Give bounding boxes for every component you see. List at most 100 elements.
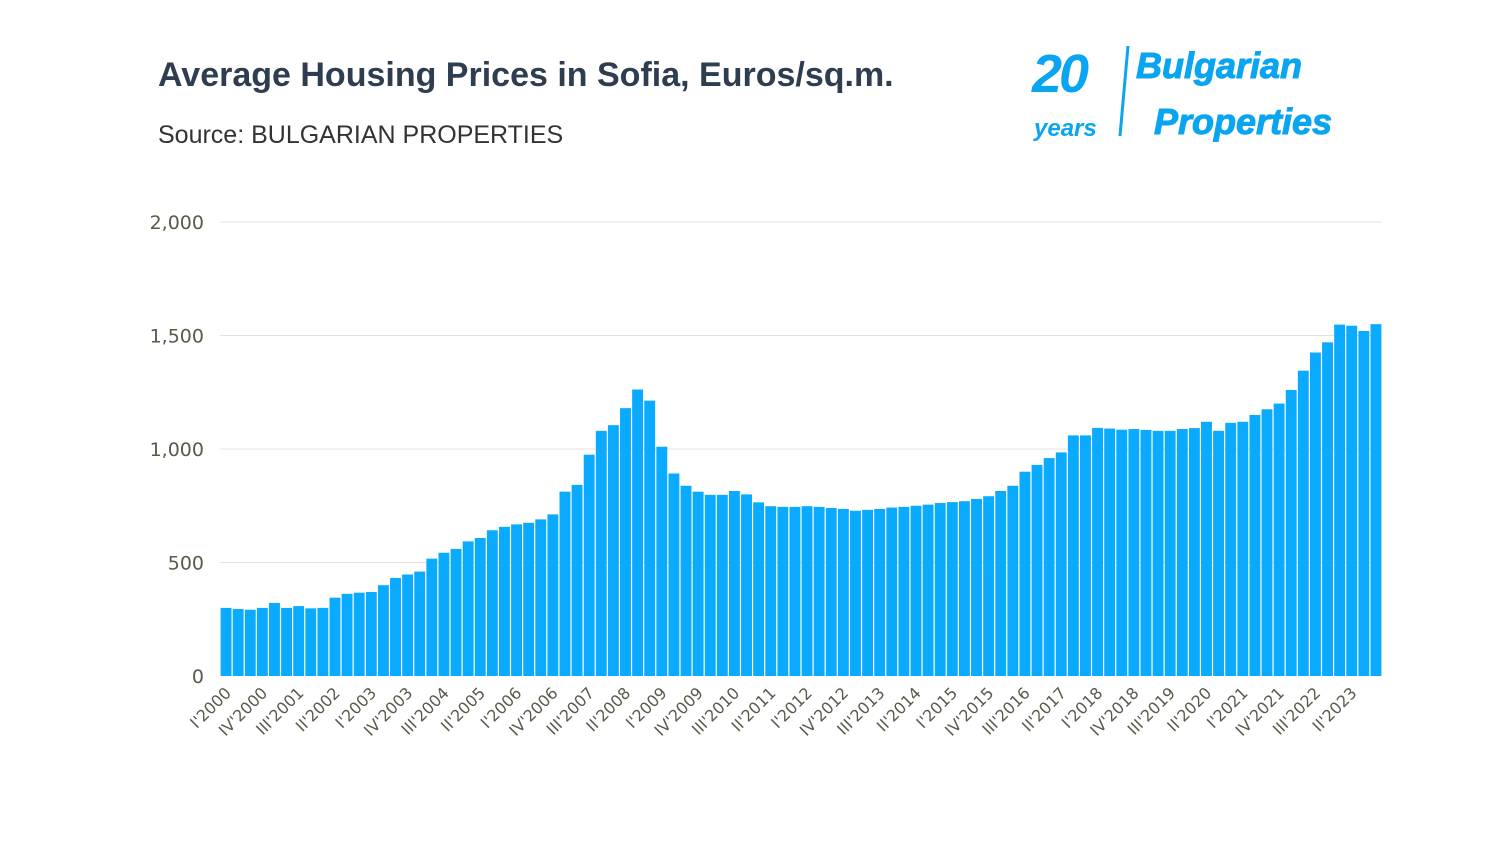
bar-I'2008: [607, 425, 619, 676]
y-tick-label: 0: [192, 666, 204, 688]
bar-III'2007: [583, 454, 595, 676]
bar-II'2018: [1104, 428, 1116, 676]
bar-IV'2019: [1176, 429, 1188, 676]
bar-II'2010: [716, 494, 728, 676]
bar-IV'2016: [1031, 464, 1043, 676]
bar-I'2018: [1092, 427, 1104, 676]
bar-IV'2010: [741, 494, 752, 676]
bar-I'2010: [704, 494, 716, 676]
bar-II'2002: [329, 597, 341, 676]
bar-II'2011: [765, 506, 777, 676]
bar-II'2019: [1152, 430, 1164, 676]
bar-IV'2005: [498, 526, 510, 676]
bar-IV'2011: [789, 506, 801, 676]
bar-III'2013: [874, 508, 886, 676]
bar-IV'2022: [1322, 342, 1333, 676]
bar-IV'2017: [1079, 435, 1091, 676]
bar-I'2006: [511, 524, 523, 676]
bar-I'2009: [656, 446, 668, 676]
bar-II'2022: [1297, 370, 1309, 676]
bar-III'2000: [244, 609, 256, 676]
bar-III'2023: [1358, 330, 1370, 676]
bar-I'2022: [1285, 389, 1297, 676]
logo-20: 20: [1031, 44, 1089, 104]
bar-I'2002: [317, 607, 329, 676]
bar-III'2005: [486, 530, 498, 676]
bar-III'2021: [1261, 409, 1273, 676]
bar-II'2012: [813, 506, 825, 676]
bar-I'2019: [1140, 429, 1152, 676]
bar-I'2011: [753, 502, 765, 676]
bar-II'2000: [232, 609, 244, 676]
bar-II'2005: [474, 537, 486, 676]
bar-III'2009: [680, 485, 692, 676]
bar-III'2011: [777, 506, 789, 676]
bar-II'2007: [571, 484, 583, 676]
bar-I'2000: [220, 607, 232, 676]
bar-III'2002: [341, 593, 353, 676]
bar-I'2014: [898, 506, 910, 676]
bar-I'2001: [269, 602, 280, 676]
bar-IV'2001: [305, 608, 317, 676]
bar-I'2015: [946, 502, 958, 676]
bar-IV'2014: [934, 503, 946, 676]
bar-II'2009: [668, 473, 680, 676]
y-tick-label: 500: [168, 553, 204, 575]
bar-I'2013: [850, 510, 861, 676]
bar-IV'2004: [450, 548, 462, 676]
bar-IV'2018: [1128, 429, 1140, 676]
bar-IV'2023: [1370, 324, 1382, 676]
y-tick-label: 1,000: [150, 439, 204, 461]
bar-IV'2008: [644, 400, 656, 676]
bar-I'2020: [1188, 428, 1200, 676]
bar-I'2012: [801, 506, 813, 676]
bulgarian-properties-logo: 20 years Bulgarian Properties: [1031, 44, 1333, 142]
bar-III'2008: [632, 389, 644, 676]
bar-IV'2002: [353, 592, 365, 676]
bar-II'2003: [377, 585, 389, 676]
bar-IV'2006: [547, 514, 559, 676]
bar-II'2006: [523, 522, 535, 676]
logo-years: years: [1033, 115, 1097, 142]
bar-III'2006: [535, 519, 547, 676]
bar-IV'2003: [402, 574, 414, 676]
bar-II'2013: [862, 509, 874, 676]
bar-III'2017: [1067, 435, 1079, 676]
bar-I'2003: [365, 592, 377, 676]
bar-II'2023: [1346, 325, 1358, 676]
bar-I'2007: [559, 491, 571, 676]
logo-divider: [1118, 45, 1130, 137]
bar-II'2008: [620, 408, 631, 676]
bar-II'2014: [910, 505, 922, 676]
chart-subtitle: Source: BULGARIAN PROPERTIES: [158, 121, 564, 149]
bar-III'2019: [1164, 430, 1176, 676]
bar-III'2015: [971, 498, 982, 676]
logo-bulgarian: Bulgarian: [1136, 45, 1302, 86]
bar-I'2021: [1237, 421, 1249, 676]
bar-III'2001: [293, 606, 305, 676]
y-tick-label: 2,000: [150, 212, 204, 234]
bar-IV'2012: [837, 508, 849, 676]
chart-title: Average Housing Prices in Sofia, Euros/s…: [158, 56, 894, 94]
bar-III'2012: [825, 508, 837, 676]
bar-I'2004: [414, 571, 426, 676]
bar-II'2021: [1249, 414, 1261, 676]
bar-II'2017: [1055, 452, 1067, 676]
bar-III'2022: [1309, 352, 1321, 676]
bar-IV'2021: [1273, 403, 1285, 676]
bar-II'2015: [958, 501, 970, 676]
bar-II'2020: [1201, 421, 1212, 676]
bar-IV'2013: [886, 507, 898, 676]
bar-I'2005: [462, 541, 474, 676]
bar-III'2018: [1116, 429, 1128, 676]
bar-II'2001: [281, 607, 293, 676]
y-tick-label: 1,500: [150, 326, 204, 348]
bar-IV'2009: [692, 491, 704, 676]
bar-II'2016: [1007, 485, 1019, 676]
bar-I'2016: [995, 490, 1007, 676]
bar-IV'2015: [983, 496, 995, 676]
logo-properties: Properties: [1154, 101, 1332, 142]
bar-III'2003: [390, 577, 401, 676]
bar-III'2016: [1019, 471, 1031, 676]
